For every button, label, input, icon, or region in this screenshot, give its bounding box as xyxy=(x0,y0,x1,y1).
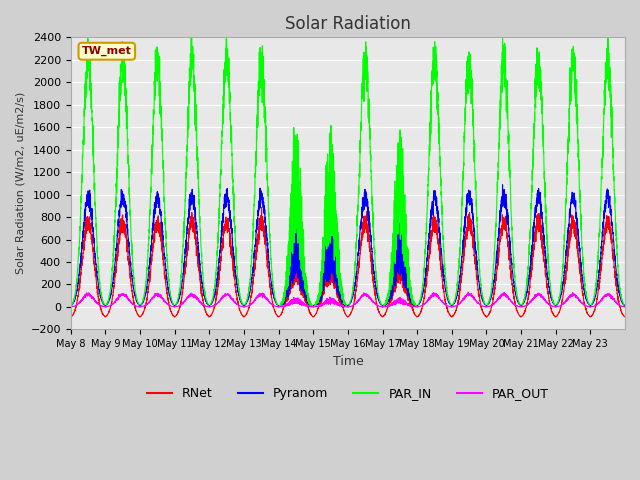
RNet xyxy=(369,277,376,283)
PAR_IN xyxy=(500,53,508,59)
PAR_OUT xyxy=(182,298,189,303)
RNet xyxy=(399,259,406,264)
RNet xyxy=(67,314,75,320)
Pyranom xyxy=(621,304,629,310)
PAR_IN xyxy=(621,304,629,310)
PAR_OUT xyxy=(621,304,629,310)
PAR_OUT xyxy=(542,299,550,304)
RNet xyxy=(258,204,266,210)
Pyranom xyxy=(182,243,189,249)
PAR_IN xyxy=(398,164,406,169)
Text: TW_met: TW_met xyxy=(82,46,132,56)
PAR_IN xyxy=(541,204,549,210)
RNet xyxy=(527,270,535,276)
PAR_IN xyxy=(527,206,535,212)
PAR_OUT xyxy=(67,304,75,310)
PAR_IN xyxy=(188,24,195,30)
PAR_IN xyxy=(182,189,189,195)
Y-axis label: Solar Radiation (W/m2, uE/m2/s): Solar Radiation (W/m2, uE/m2/s) xyxy=(15,92,25,275)
Line: PAR_IN: PAR_IN xyxy=(71,27,625,307)
Pyranom xyxy=(527,257,535,263)
Pyranom xyxy=(67,304,75,310)
Title: Solar Radiation: Solar Radiation xyxy=(285,15,411,33)
Line: Pyranom: Pyranom xyxy=(71,185,625,307)
PAR_OUT xyxy=(309,304,317,310)
X-axis label: Time: Time xyxy=(333,355,364,368)
Pyranom xyxy=(541,248,549,253)
RNet xyxy=(621,314,629,320)
PAR_OUT xyxy=(527,298,535,303)
Line: RNet: RNet xyxy=(71,207,625,317)
PAR_OUT xyxy=(369,299,376,304)
PAR_IN xyxy=(67,304,75,310)
RNet xyxy=(542,272,550,277)
RNet xyxy=(500,216,508,222)
PAR_IN xyxy=(369,194,376,200)
RNet xyxy=(309,314,317,320)
Line: PAR_OUT: PAR_OUT xyxy=(71,292,625,307)
PAR_OUT xyxy=(500,291,508,297)
Pyranom xyxy=(500,196,508,202)
Pyranom xyxy=(499,182,506,188)
Legend: RNet, Pyranom, PAR_IN, PAR_OUT: RNet, Pyranom, PAR_IN, PAR_OUT xyxy=(142,382,554,405)
PAR_OUT xyxy=(398,297,406,303)
Pyranom xyxy=(398,269,406,275)
Pyranom xyxy=(369,255,376,261)
PAR_OUT xyxy=(465,289,472,295)
RNet xyxy=(182,260,189,265)
